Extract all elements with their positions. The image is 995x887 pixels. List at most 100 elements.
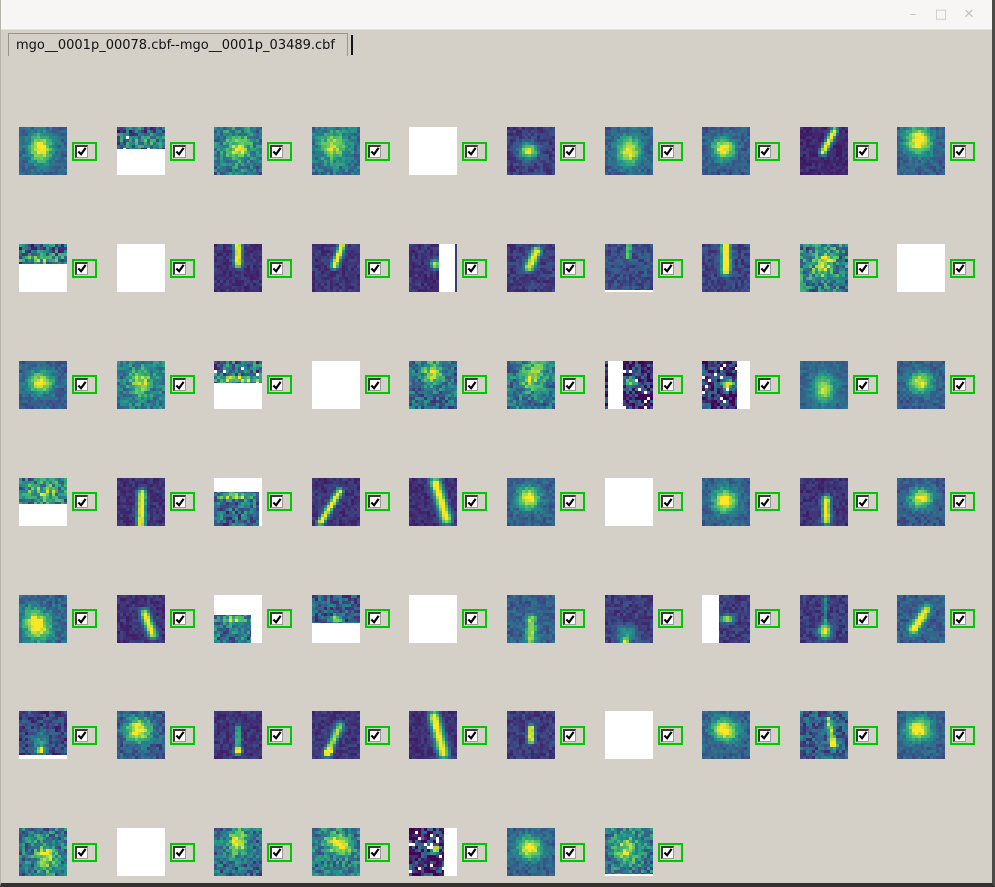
spot-checkbox[interactable]	[852, 492, 878, 512]
spot-checkbox[interactable]	[72, 375, 97, 395]
spot-checkbox[interactable]	[852, 258, 878, 278]
checkbox-indicator	[75, 728, 88, 742]
spot-checkbox[interactable]	[950, 725, 976, 745]
spot-checkbox[interactable]	[267, 609, 293, 629]
spot-image	[116, 711, 165, 760]
checkbox-indicator	[270, 144, 284, 158]
spot-cell	[604, 93, 703, 210]
spot-checkbox[interactable]	[169, 725, 195, 745]
spot-checkbox[interactable]	[559, 725, 585, 745]
checkbox-indicator	[562, 845, 576, 859]
check-icon	[175, 614, 185, 624]
spot-checkbox[interactable]	[462, 375, 488, 395]
spot-checkbox[interactable]	[462, 842, 488, 862]
spot-checkbox[interactable]	[950, 258, 976, 278]
spot-checkbox[interactable]	[559, 842, 585, 862]
checkbox-indicator	[953, 612, 967, 626]
checkbox-indicator	[270, 261, 284, 275]
spot-checkbox[interactable]	[462, 609, 488, 629]
check-icon	[77, 731, 87, 741]
spot-checkbox[interactable]	[559, 375, 585, 395]
check-icon	[77, 848, 87, 858]
spot-checkbox[interactable]	[657, 258, 683, 278]
spot-checkbox[interactable]	[950, 375, 976, 395]
minimize-icon[interactable]: –	[909, 7, 917, 22]
spot-checkbox[interactable]	[657, 609, 683, 629]
spot-checkbox[interactable]	[169, 609, 195, 629]
check-icon	[272, 848, 282, 858]
spot-checkbox[interactable]	[364, 375, 390, 395]
checkbox-indicator	[953, 378, 967, 392]
spot-checkbox[interactable]	[755, 609, 781, 629]
checkbox-indicator	[172, 728, 186, 742]
spot-checkbox[interactable]	[72, 258, 97, 278]
spot-image	[409, 360, 458, 409]
spot-checkbox[interactable]	[169, 141, 195, 161]
spot-checkbox[interactable]	[267, 725, 293, 745]
spot-checkbox[interactable]	[364, 842, 390, 862]
text-cursor	[351, 35, 354, 55]
spot-checkbox[interactable]	[364, 141, 390, 161]
spot-checkbox[interactable]	[755, 492, 781, 512]
spot-checkbox[interactable]	[72, 725, 97, 745]
spot-image	[311, 244, 360, 293]
checkbox-indicator	[758, 261, 772, 275]
spot-checkbox[interactable]	[364, 725, 390, 745]
checkbox-indicator	[953, 728, 967, 742]
spot-checkbox[interactable]	[364, 492, 390, 512]
close-icon[interactable]: ✕	[963, 7, 975, 22]
checkbox-indicator	[75, 144, 88, 158]
checkbox-indicator	[465, 378, 479, 392]
spot-checkbox[interactable]	[559, 141, 585, 161]
spot-checkbox[interactable]	[364, 609, 390, 629]
spot-checkbox[interactable]	[267, 492, 293, 512]
spot-checkbox[interactable]	[657, 141, 683, 161]
spot-checkbox[interactable]	[657, 725, 683, 745]
spot-checkbox[interactable]	[755, 375, 781, 395]
spot-checkbox[interactable]	[852, 375, 878, 395]
spot-checkbox[interactable]	[462, 141, 488, 161]
spot-checkbox[interactable]	[267, 375, 293, 395]
spot-checkbox[interactable]	[72, 141, 97, 161]
spot-checkbox[interactable]	[169, 258, 195, 278]
checkbox-indicator	[855, 261, 869, 275]
spot-checkbox[interactable]	[267, 141, 293, 161]
check-icon	[467, 147, 477, 157]
spot-cell	[409, 794, 507, 883]
spot-checkbox[interactable]	[462, 258, 488, 278]
spot-checkbox[interactable]	[755, 258, 781, 278]
spot-checkbox[interactable]	[72, 492, 97, 512]
spot-image	[702, 127, 751, 176]
spot-checkbox[interactable]	[852, 725, 878, 745]
spot-checkbox[interactable]	[559, 258, 585, 278]
spot-cell	[799, 677, 898, 794]
spot-checkbox[interactable]	[559, 609, 585, 629]
spot-checkbox[interactable]	[950, 141, 976, 161]
spot-checkbox[interactable]	[169, 492, 195, 512]
spot-checkbox[interactable]	[169, 842, 195, 862]
spot-checkbox[interactable]	[852, 609, 878, 629]
spot-cell	[214, 327, 312, 444]
spot-checkbox[interactable]	[755, 725, 781, 745]
spot-cell	[506, 677, 605, 794]
spot-checkbox[interactable]	[657, 842, 683, 862]
spot-checkbox[interactable]	[852, 141, 878, 161]
spot-checkbox[interactable]	[950, 609, 976, 629]
spot-checkbox[interactable]	[657, 375, 683, 395]
spot-checkbox[interactable]	[950, 492, 976, 512]
check-icon	[467, 614, 477, 624]
spot-checkbox[interactable]	[72, 609, 97, 629]
maximize-icon[interactable]: □	[934, 7, 948, 22]
spot-checkbox[interactable]	[267, 842, 293, 862]
tab-file-range[interactable]: mgo__0001p_00078.cbf--mgo__0001p_03489.c…	[8, 33, 349, 56]
spot-checkbox[interactable]	[462, 725, 488, 745]
spot-checkbox[interactable]	[267, 258, 293, 278]
spot-checkbox[interactable]	[364, 258, 390, 278]
spot-checkbox[interactable]	[755, 141, 781, 161]
spot-checkbox[interactable]	[559, 492, 585, 512]
spot-checkbox[interactable]	[169, 375, 195, 395]
spot-checkbox[interactable]	[462, 492, 488, 512]
spot-checkbox[interactable]	[657, 492, 683, 512]
spot-checkbox[interactable]	[72, 842, 97, 862]
spot-cell	[116, 327, 215, 444]
